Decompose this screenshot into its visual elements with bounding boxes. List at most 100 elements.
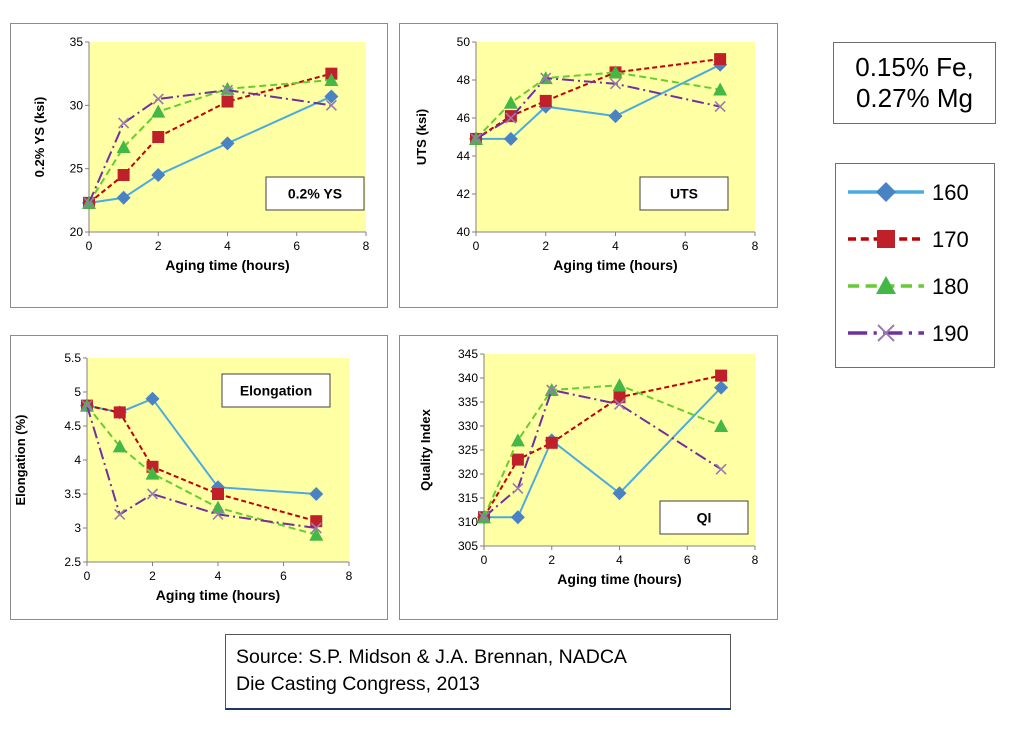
data-point-190 [613,398,626,410]
chart-label: 0.2% YS [288,186,342,202]
data-point-180 [309,527,324,541]
x-tick-label: 4 [215,569,222,583]
chart-label: QI [697,510,712,526]
y-axis-label: Elongation (%) [13,415,28,506]
x-tick-label: 6 [684,553,691,567]
x-tick-label: 2 [155,239,162,253]
y-tick-label: 345 [458,347,478,361]
source-line-1: Source: S.P. Midson & J.A. Brennan, NADC… [236,646,627,668]
series-190 [478,384,727,523]
x-tick-label: 8 [346,569,353,583]
x-tick-label: 2 [542,239,549,253]
composition-box: 0.15% Fe, 0.27% Mg [833,42,996,124]
legend-marker-170 [877,230,895,248]
data-point-170 [714,53,727,66]
data-point-180 [503,95,518,109]
x-tick-label: 2 [149,569,156,583]
y-axis-label: Quality Index [418,408,433,490]
data-point-160 [309,487,324,501]
data-point-160 [116,190,131,205]
data-point-180 [116,140,131,154]
y-tick-label: 20 [70,225,84,239]
legend-marker-160 [876,182,896,202]
data-point-170 [511,453,524,466]
data-point-190 [470,133,482,145]
y-tick-label: 315 [458,491,478,505]
data-point-190 [540,72,552,84]
data-point-190 [152,93,164,105]
legend-label-160: 160 [932,180,969,205]
chart-qi: 305 310 315 320 325 330 335 340 345 0 2 4 6 8 Aging ti… [418,347,759,587]
legend-label-190: 190 [932,321,969,346]
data-point-190 [609,78,622,90]
data-point-190 [505,112,517,124]
x-tick-label: 4 [612,239,619,253]
data-point-190 [81,400,93,412]
y-tick-label: 48 [457,73,471,87]
chart-label: UTS [670,186,698,202]
series-190 [470,72,726,145]
y-tick-label: 3 [74,521,81,535]
data-point-190 [714,101,726,113]
legend: 160 170 180 190 [835,163,995,368]
x-tick-label: 2 [548,553,555,567]
legend-entry-160: 160 [848,180,969,205]
chart-elong: 2.5 3 3.5 4 4.5 5 5.5 0 2 4 6 8 Aging time (hours) El… [13,351,353,603]
data-point-180 [145,466,160,480]
data-point-170 [212,488,224,500]
data-point-170 [117,169,130,181]
chart-label: Elongation [240,383,312,399]
series-line-190 [86,405,317,529]
data-point-190 [325,99,337,111]
y-tick-label: 2.5 [64,555,81,569]
chart-label-box [639,176,729,211]
x-axis-label: Aging time (hours) [553,257,677,273]
y-tick-label: 320 [458,467,478,481]
data-point-160 [503,131,518,146]
data-point-190 [221,84,234,96]
legend-label-180: 180 [932,274,969,299]
data-point-190 [512,482,524,494]
data-point-170 [221,95,234,108]
series-190 [83,84,337,209]
data-point-160 [324,89,339,104]
data-point-170 [613,391,626,404]
legend-marker-190 [877,324,895,342]
data-point-170 [539,94,552,107]
y-axis-label: 0.2% YS (ksi) [32,97,47,178]
y-tick-label: 4 [74,453,81,467]
data-point-180 [612,378,627,392]
source-box: Source: S.P. Midson & J.A. Brennan, NADC… [225,634,731,710]
data-point-180 [713,82,728,96]
data-point-190 [715,463,727,475]
y-tick-label: 335 [458,395,478,409]
data-point-170 [152,131,165,143]
y-tick-label: 305 [458,539,478,553]
data-point-190 [146,488,159,500]
legend-entry-180: 180 [848,274,969,299]
data-point-180 [151,104,166,118]
y-tick-label: 42 [457,187,471,201]
y-tick-label: 35 [70,35,84,49]
y-tick-label: 44 [457,149,471,163]
y-tick-label: 310 [458,515,478,529]
data-point-160 [151,168,166,182]
source-line-2: Die Casting Congress, 2013 [236,673,480,695]
y-axis-label: UTS (ksi) [414,109,429,165]
y-tick-label: 3.5 [64,487,81,501]
data-point-180 [510,433,525,447]
chart-panel-qi: 305 310 315 320 325 330 335 340 345 0 2 4 6 8 Aging ti… [399,335,778,620]
x-axis-label: Aging time (hours) [156,587,280,603]
data-point-160 [211,480,225,495]
data-point-190 [546,384,558,396]
data-point-170 [113,406,126,419]
y-tick-label: 5 [74,385,81,399]
x-axis-label: Aging time (hours) [165,257,289,273]
data-point-190 [83,197,95,209]
y-tick-label: 330 [458,419,478,433]
data-point-170 [310,515,323,528]
data-point-180 [112,439,127,453]
data-point-160 [608,109,623,124]
series-190 [81,400,322,534]
